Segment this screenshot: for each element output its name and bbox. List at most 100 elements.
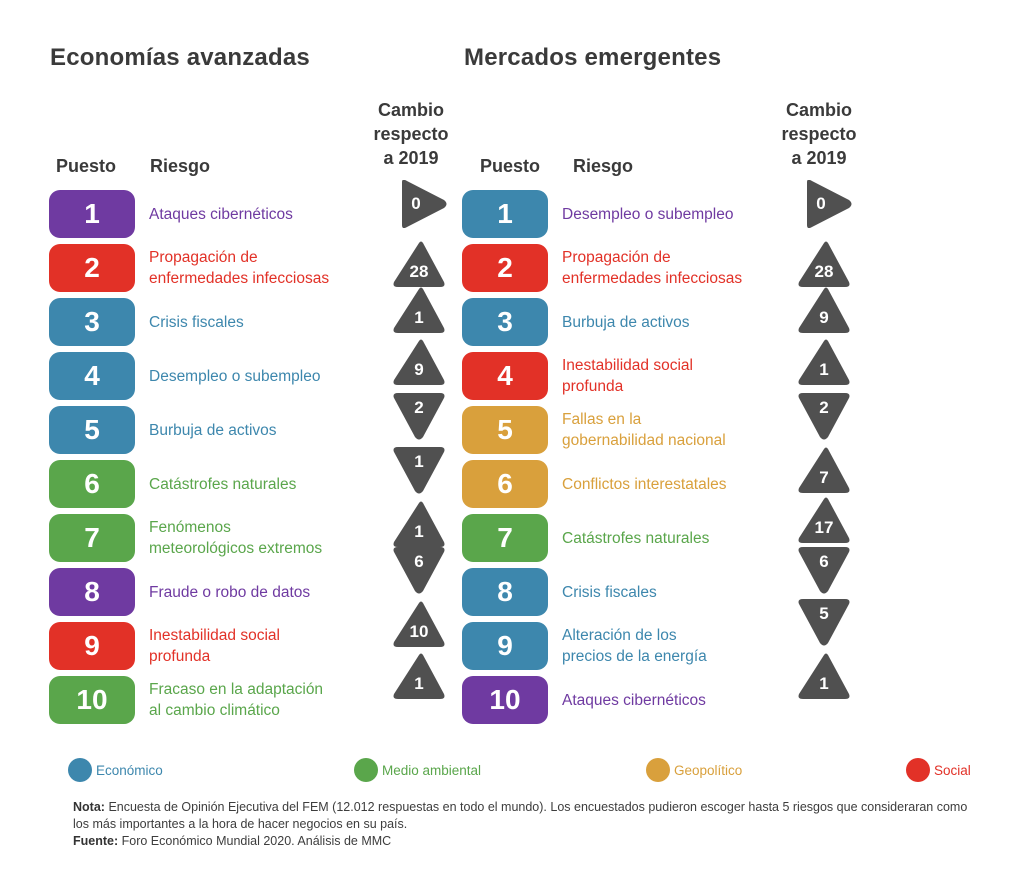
risk-label-line: Ataques cibernéticos: [562, 691, 706, 709]
risk-label-line: profunda: [149, 648, 211, 665]
triangle-up-icon: 10: [392, 600, 446, 648]
risk-label-line: Fracaso en la adaptación: [149, 681, 324, 698]
triangle-down-icon: 2: [797, 392, 851, 440]
risk-label-line: Fenómenos: [149, 519, 231, 536]
risk-label-line: Crisis fiscales: [562, 583, 657, 601]
rank-badge: 5: [462, 406, 548, 454]
triangle-up-icon: 9: [797, 286, 851, 334]
triangle-right-icon: 0: [394, 180, 448, 228]
change-value: 28: [409, 262, 429, 281]
rank-badge: 1: [49, 190, 135, 238]
risk-label-line: Conflictos interestatales: [562, 475, 727, 493]
change-value: 2: [414, 398, 424, 417]
notes: Nota: Encuesta de Opinión Ejecutiva del …: [73, 799, 973, 850]
triangle-up-icon: 17: [797, 496, 851, 544]
rank-badge: 8: [49, 568, 135, 616]
risk-label-line: Inestabilidad social: [149, 627, 280, 644]
risk-label: Conflictos interestatales: [562, 474, 792, 495]
triangle-right-icon: 0: [799, 180, 853, 228]
source-label: Fuente:: [73, 834, 119, 848]
rank-badge: 5: [49, 406, 135, 454]
risk-label: Burbuja de activos: [149, 420, 379, 441]
change-value: 17: [814, 518, 834, 537]
risk-label-line: Ataques cibernéticos: [149, 205, 293, 223]
change-header-line: a 2019: [791, 148, 847, 168]
change-value: 9: [819, 308, 829, 327]
risk-label: Catástrofes naturales: [149, 474, 379, 495]
risk-label-line: precios de la energía: [562, 648, 707, 665]
triangle-down-icon: 6: [392, 546, 446, 594]
change-value: 1: [414, 522, 424, 541]
change-value: 1: [414, 452, 424, 471]
triangle-up-icon: 28: [392, 240, 446, 288]
risk-label-line: Burbuja de activos: [562, 313, 690, 331]
risk-label: Fenómenos meteorológicos extremos: [149, 517, 379, 559]
triangle-down-icon: 2: [392, 392, 446, 440]
risk-label-line: Catástrofes naturales: [562, 529, 710, 547]
change-value: 0: [411, 194, 421, 213]
triangle-up-icon: 1: [392, 652, 446, 700]
change-value: 28: [814, 262, 834, 281]
risk-label-line: Fraude o robo de datos: [149, 583, 311, 601]
change-value: 10: [409, 622, 429, 641]
risk-label-line: enfermedades infecciosas: [149, 270, 330, 287]
risk-label-line: Alteración de los: [562, 627, 677, 644]
rank-badge: 3: [49, 298, 135, 346]
triangle-up-icon: 1: [797, 652, 851, 700]
change-value: 2: [819, 398, 829, 417]
advanced-rank-header: Puesto: [56, 156, 117, 176]
risk-label: Fallas en la gobernabilidad nacional: [562, 409, 792, 451]
rank-badge: 8: [462, 568, 548, 616]
rank-badge: 9: [49, 622, 135, 670]
note-line: Nota: Encuesta de Opinión Ejecutiva del …: [73, 799, 973, 833]
rank-badge: 10: [49, 676, 135, 724]
rank-badge: 1: [462, 190, 548, 238]
rank-badge: 6: [462, 460, 548, 508]
risk-label: Desempleo o subempleo: [562, 204, 792, 225]
legend-label: Medio ambiental: [382, 762, 482, 778]
triangle-down-icon: 5: [797, 598, 851, 646]
change-value: 1: [414, 308, 424, 327]
emerging-markets-title: Mercados emergentes: [464, 44, 722, 71]
risk-label-line: al cambio climático: [149, 702, 280, 719]
note-text: Encuesta de Opinión Ejecutiva del FEM (1…: [73, 800, 968, 831]
legend-label: Social: [934, 762, 971, 778]
note-label: Nota:: [73, 800, 105, 814]
triangle-up-icon: 1: [797, 338, 851, 386]
risk-label: Ataques cibernéticos: [149, 204, 379, 225]
risk-label-line: Catástrofes naturales: [149, 475, 297, 493]
triangle-up-icon: 28: [797, 240, 851, 288]
risk-label-line: gobernabilidad nacional: [562, 432, 726, 449]
rank-badge: 2: [49, 244, 135, 292]
rank-badge: 9: [462, 622, 548, 670]
change-value: 1: [819, 674, 829, 693]
rank-badge: 7: [462, 514, 548, 562]
rank-badge: 4: [462, 352, 548, 400]
triangle-up-icon: 9: [392, 338, 446, 386]
risk-label: Inestabilidad social profunda: [149, 625, 379, 667]
rank-badge: 2: [462, 244, 548, 292]
risk-label: Crisis fiscales: [562, 582, 792, 603]
risk-label-line: Desempleo o subempleo: [149, 367, 321, 385]
risk-label-line: Propagación de: [562, 249, 671, 266]
advanced-economies-title: Economías avanzadas: [50, 44, 310, 71]
change-value: 9: [414, 360, 424, 379]
emerging-change-header: Cambio respecto a 2019: [769, 98, 869, 170]
triangle-up-icon: 1: [392, 500, 446, 548]
risk-label-line: Crisis fiscales: [149, 313, 244, 331]
legend-dot-icon: [646, 758, 670, 782]
risk-label: Propagación de enfermedades infecciosas: [149, 247, 379, 289]
rank-badge: 4: [49, 352, 135, 400]
risk-label: Propagación de enfermedades infecciosas: [562, 247, 792, 289]
risk-label: Desempleo o subempleo: [149, 366, 379, 387]
triangle-up-icon: 7: [797, 446, 851, 494]
risk-label-line: Desempleo o subempleo: [562, 205, 734, 223]
change-header-line: respecto: [373, 124, 449, 144]
risk-label: Crisis fiscales: [149, 312, 379, 333]
change-value: 6: [819, 552, 829, 571]
source-text: Foro Económico Mundial 2020. Análisis de…: [121, 834, 392, 848]
legend-label: Geopolítico: [674, 762, 743, 778]
rank-badge: 3: [462, 298, 548, 346]
legend-label: Económico: [96, 762, 163, 778]
change-value: 1: [414, 674, 424, 693]
